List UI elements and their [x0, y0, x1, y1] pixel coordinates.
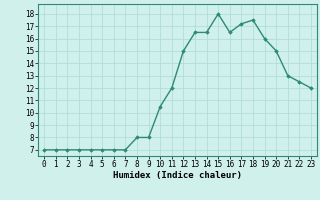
X-axis label: Humidex (Indice chaleur): Humidex (Indice chaleur)	[113, 171, 242, 180]
